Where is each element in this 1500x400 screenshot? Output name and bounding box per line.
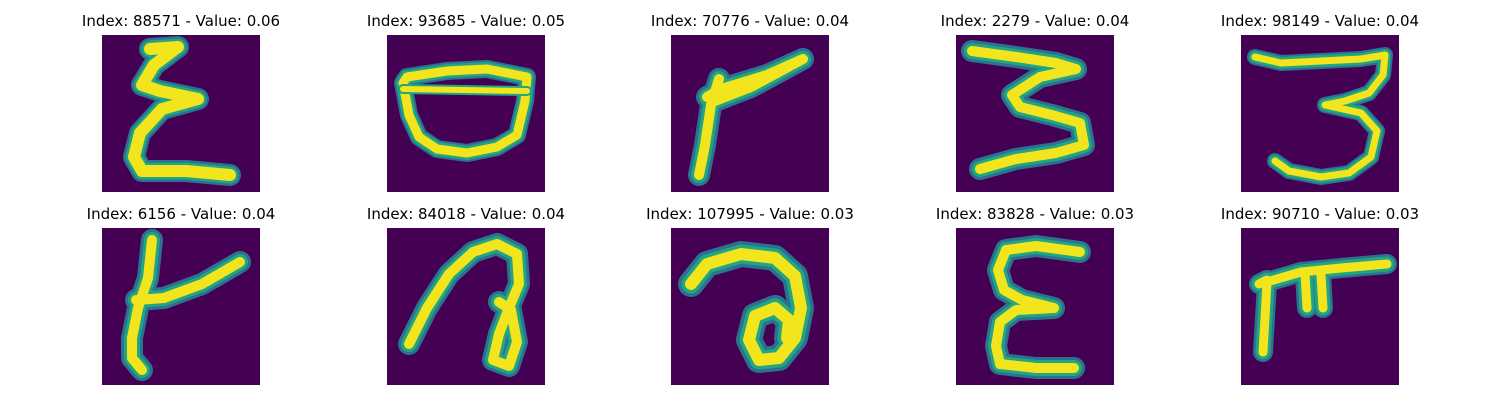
panel-title: Index: 83828 - Value: 0.03: [935, 205, 1135, 223]
handwritten-glyph-image: [956, 35, 1114, 192]
panel-title: Index: 2279 - Value: 0.04: [940, 12, 1130, 30]
handwritten-glyph-image: [387, 35, 545, 192]
panel-6: Index: 6156 - Value: 0.04: [87, 205, 275, 385]
panel-title: Index: 90710 - Value: 0.03: [1220, 205, 1420, 223]
panel-3: Index: 70776 - Value: 0.04: [651, 12, 849, 192]
panel-title: Index: 88571 - Value: 0.06: [81, 12, 281, 30]
panel-title: Index: 84018 - Value: 0.04: [366, 205, 566, 223]
handwritten-glyph-image: [671, 35, 829, 192]
handwritten-glyph-image: [387, 228, 545, 385]
handwritten-glyph-image: [1241, 35, 1399, 192]
panel-title: Index: 6156 - Value: 0.04: [86, 205, 276, 223]
panel-1: Index: 88571 - Value: 0.06: [82, 12, 280, 192]
handwritten-glyph-image: [956, 228, 1114, 385]
panel-5: Index: 98149 - Value: 0.04: [1221, 12, 1419, 192]
panel-4: Index: 2279 - Value: 0.04: [941, 12, 1129, 192]
panel-8: Index: 107995 - Value: 0.03: [646, 205, 854, 385]
panel-9: Index: 83828 - Value: 0.03: [936, 205, 1134, 385]
panel-10: Index: 90710 - Value: 0.03: [1221, 205, 1419, 385]
handwritten-glyph-image: [671, 228, 829, 385]
handwritten-glyph-image: [102, 228, 260, 385]
panel-title: Index: 98149 - Value: 0.04: [1220, 12, 1420, 30]
panel-title: Index: 93685 - Value: 0.05: [366, 12, 566, 30]
panel-title: Index: 70776 - Value: 0.04: [650, 12, 850, 30]
handwritten-glyph-image: [102, 35, 260, 192]
handwritten-glyph-image: [1241, 228, 1399, 385]
panel-2: Index: 93685 - Value: 0.05: [367, 12, 565, 192]
panel-7: Index: 84018 - Value: 0.04: [367, 205, 565, 385]
panel-title: Index: 107995 - Value: 0.03: [646, 205, 854, 223]
